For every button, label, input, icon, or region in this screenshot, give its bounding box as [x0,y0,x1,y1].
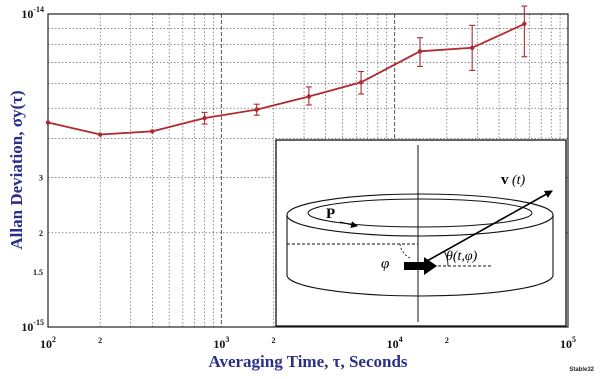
data-point [417,49,423,54]
y-axis-title: Allan Deviation, σy(τ) [7,90,26,249]
y-tick-label: 10-15 [21,318,44,334]
data-point [45,120,51,125]
inset-frame [275,139,567,327]
plot-frame [47,13,569,328]
inset-diagram: v (t) P φ θ(t,φ) [275,139,567,327]
x-tick-label: 103 [213,335,229,351]
vector-arg-label: (t) [512,173,526,188]
cylinder-top-inner [307,198,533,228]
y-tick-label: 1.5 [33,268,43,277]
data-point [150,129,155,134]
data-point [254,107,259,112]
thick-arrow-icon [404,257,437,275]
data-point [97,132,103,137]
x-tick-label: 2 [98,336,102,345]
y-tick-label: 3 [39,174,43,183]
x-tick-label: 104 [387,335,403,351]
x-tick-labels: 102 2 103 2 104 2 105 [40,335,576,351]
data-point [469,45,475,50]
polarization-pointer [339,221,358,229]
y-tick-label: 2 [39,229,43,238]
phi-label: φ [381,256,389,272]
x-tick-label: 102 [40,335,56,351]
polarization-label: P [326,206,335,222]
x-tick-label: 2 [445,336,449,345]
y-tick-labels: 10-15 1.5 2 3 10-14 [21,5,44,334]
vector-label: v [501,172,509,188]
error-bar [521,5,528,58]
x-tick-label: 105 [560,335,576,351]
x-tick-label: 2 [272,336,276,345]
velocity-vector [417,190,553,267]
data-point [522,21,527,27]
data-point [306,94,312,99]
phi-arc [399,243,411,259]
data-point [202,115,207,121]
series-line [47,23,525,136]
theta-label: θ(t,φ) [446,249,478,264]
y-tick-label: 10-14 [21,5,44,21]
x-axis-title: Averaging Time, τ, Seconds [208,352,407,371]
cylinder-bottom-rim [286,274,554,297]
data-point [358,80,364,85]
footer-tag: Stable32 [569,367,594,373]
data-series [45,5,528,137]
